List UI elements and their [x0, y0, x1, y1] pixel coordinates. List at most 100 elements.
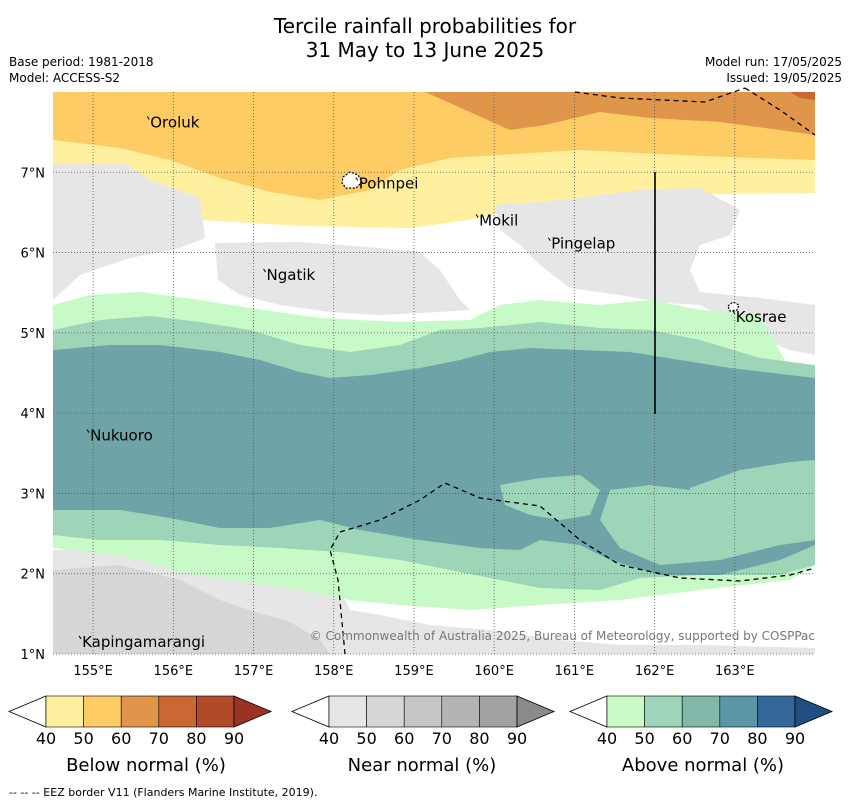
- x-tick-label: 163°E: [715, 664, 755, 679]
- legend-2-swatch-2: [681, 695, 721, 728]
- legend-1-label: 80: [469, 729, 489, 748]
- map-title-line1: Tercile rainfall probabilities for: [273, 14, 577, 38]
- y-tick-label: 7°N: [21, 166, 46, 181]
- legend-0-label: 40: [36, 729, 56, 748]
- y-tick-label: 2°N: [21, 568, 46, 583]
- axis-ticks: 155°E 156°E 157°E 158°E 159°E 160°E 161°E 162°E…: [21, 166, 755, 679]
- legend-0-swatch-4: [196, 695, 235, 728]
- legend-2-label: 60: [672, 729, 692, 748]
- x-tick-label: 159°E: [394, 664, 434, 679]
- legend-1-high-arrow: [516, 695, 556, 728]
- legend-2-label: 40: [597, 729, 617, 748]
- near-normal-50-south: [53, 565, 330, 654]
- legend-0-swatch-1: [83, 695, 122, 728]
- eez-border-north: [574, 87, 746, 103]
- legend-0-label: 60: [111, 729, 131, 748]
- pohnpei-island-shape: [341, 171, 363, 189]
- legend-1-label: 50: [356, 729, 376, 748]
- legend-1-swatch-3: [441, 695, 480, 728]
- legend-title-above: Above normal (%): [621, 755, 785, 776]
- x-tick-label: 155°E: [73, 664, 113, 679]
- legend-0-label: 50: [73, 729, 93, 748]
- place-label-ngatik: Ngatik: [267, 266, 316, 284]
- legend-2-label: 70: [710, 729, 730, 748]
- place-label-mokil: Mokil: [479, 211, 518, 229]
- eez-footer-note: -- -- -- EEZ border V11 (Flanders Marine…: [9, 786, 318, 799]
- legend-1-swatch-4: [479, 695, 518, 728]
- legend-0-label: 70: [149, 729, 169, 748]
- x-tick-label: 157°E: [234, 664, 274, 679]
- place-marker: [78, 635, 82, 640]
- copyright-notice: © Commonwealth of Australia 2025, Bureau…: [310, 629, 815, 643]
- eez-border-south: [329, 482, 816, 655]
- metadata-left: Base period: 1981-2018 Model: ACCESS-S2: [9, 54, 154, 86]
- place-label-nukuoro: Nukuoro: [90, 427, 153, 445]
- above-normal-50-pocket: [500, 475, 600, 520]
- x-tick-label: 161°E: [555, 664, 595, 679]
- place-label-pohnpei: Pohnpei: [359, 175, 419, 193]
- above-normal-50-island: [220, 390, 490, 430]
- legend-1-swatch-0: [328, 695, 367, 728]
- legend-2-swatch-0: [606, 695, 645, 728]
- model-name: Model: ACCESS-S2: [9, 71, 121, 85]
- y-tick-label: 4°N: [21, 407, 46, 422]
- eez-borders: [329, 87, 816, 655]
- model-run: Model run: 17/05/2025: [704, 55, 842, 69]
- legend-title-near: Near normal (%): [347, 755, 497, 776]
- legend-1-swatch-2: [403, 695, 443, 728]
- place-marker: [263, 268, 266, 273]
- place-labels: Oroluk Pohnpei Mokil Pingelap Ngatik Kosrae Nu…: [78, 114, 787, 651]
- legend-1-low-arrow: [290, 695, 330, 728]
- x-tick-label: 156°E: [154, 664, 194, 679]
- legend-2-swatch-1: [644, 695, 683, 728]
- legend-1-label: 90: [507, 729, 527, 748]
- legend-colorbars: 40 50 60 70 80 90 40 50 60 70 80 90 40 50 60 70 80 90: [7, 695, 834, 748]
- place-label-oroluk: Oroluk: [150, 114, 199, 132]
- legend-title-below: Below normal (%): [66, 755, 226, 776]
- issued-date: Issued: 19/05/2025: [726, 71, 842, 85]
- legend-2-label: 90: [785, 729, 805, 748]
- y-tick-label: 3°N: [21, 487, 46, 502]
- kosrae-island-shape: [727, 301, 740, 312]
- legend-1-label: 60: [394, 729, 414, 748]
- y-tick-label: 5°N: [21, 327, 46, 342]
- legend-2-swatch-4: [757, 695, 796, 728]
- legend-2-swatch-3: [719, 695, 758, 728]
- legend-0-low-arrow: [7, 695, 47, 728]
- eez-border-northeast: [744, 87, 816, 136]
- legend-1-swatch-1: [366, 695, 405, 728]
- legend-0-label: 80: [186, 729, 206, 748]
- y-tick-label: 6°N: [21, 247, 46, 262]
- near-normal-40-north: [53, 163, 205, 300]
- x-tick-label: 162°E: [635, 664, 675, 679]
- below-normal-70-region: [790, 92, 815, 100]
- legend-0-swatch-0: [45, 695, 84, 728]
- legend-2-low-arrow: [568, 695, 608, 728]
- place-marker: [146, 116, 150, 120]
- legend-2-label: 50: [634, 729, 654, 748]
- below-normal-60-region: [425, 92, 815, 135]
- legend-0-high-arrow: [233, 695, 273, 728]
- map-title-line2: 31 May to 13 June 2025: [305, 38, 545, 62]
- place-label-pingelap: Pingelap: [551, 235, 615, 253]
- legend-1-label: 70: [432, 729, 452, 748]
- probability-shading: [53, 92, 815, 654]
- legend-0-swatch-3: [158, 695, 197, 728]
- x-tick-label: 158°E: [314, 664, 354, 679]
- y-tick-label: 1°N: [21, 648, 46, 663]
- legend-0-swatch-2: [120, 695, 160, 728]
- place-marker: [86, 429, 90, 433]
- legend-2-high-arrow: [794, 695, 834, 728]
- legend-1-label: 40: [319, 729, 339, 748]
- legend-2-label: 80: [747, 729, 767, 748]
- place-label-kapingamarangi: Kapingamarangi: [82, 633, 205, 651]
- metadata-right: Model run: 17/05/2025 Issued: 19/05/2025: [705, 54, 842, 86]
- below-normal-50-region: [53, 92, 815, 200]
- legend-0-label: 90: [224, 729, 244, 748]
- place-label-kosrae: Kosrae: [736, 308, 787, 326]
- place-marker: [547, 237, 551, 242]
- place-marker: [355, 177, 359, 181]
- above-normal-60-region: [53, 345, 815, 575]
- near-normal-40-central: [215, 242, 470, 315]
